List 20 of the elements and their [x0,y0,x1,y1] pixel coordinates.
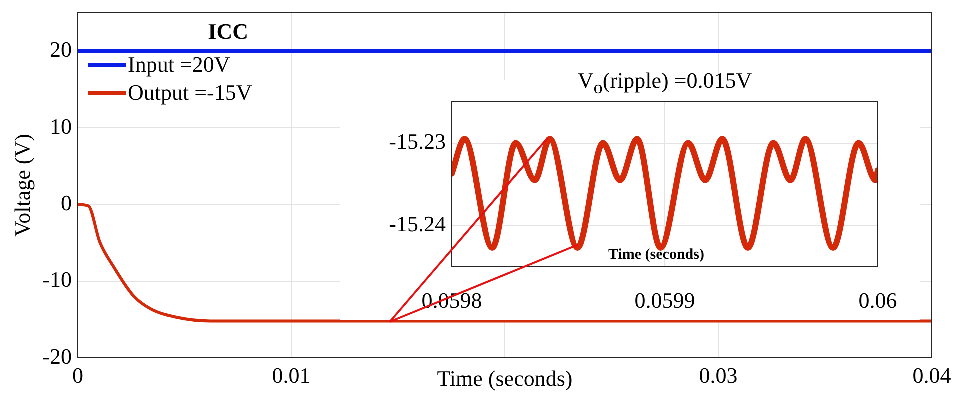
x-tick-label: 0.0599 [634,288,696,313]
y-tick-label: -20 [42,344,72,369]
x-tick-label: 0.04 [912,362,952,388]
legend-label: Output =-15V [128,80,252,105]
x-tick-label: 0.06 [858,288,898,313]
y-tick-label: -10 [42,267,72,292]
y-axis-title: Voltage (V) [10,134,35,237]
line-series [78,203,932,323]
y-tick-label: 20 [50,37,72,62]
x-axis-title: Time (seconds) [608,247,704,263]
x-tick-label: 0.01 [272,362,311,388]
chart-title: V$_{o}$(ripple) =0.015V [576,68,754,100]
y-tick-label: -15.24 [389,212,446,237]
y-tick-label: 10 [50,114,72,139]
x-axis-title: Time (seconds) [437,366,573,391]
legend-label: Input =20V [128,52,230,77]
y-tick-label: -15.23 [389,129,446,154]
y-tick-label: 0 [61,190,72,216]
chart-title: ICC [208,19,248,44]
x-tick-label: 0.03 [699,362,738,388]
